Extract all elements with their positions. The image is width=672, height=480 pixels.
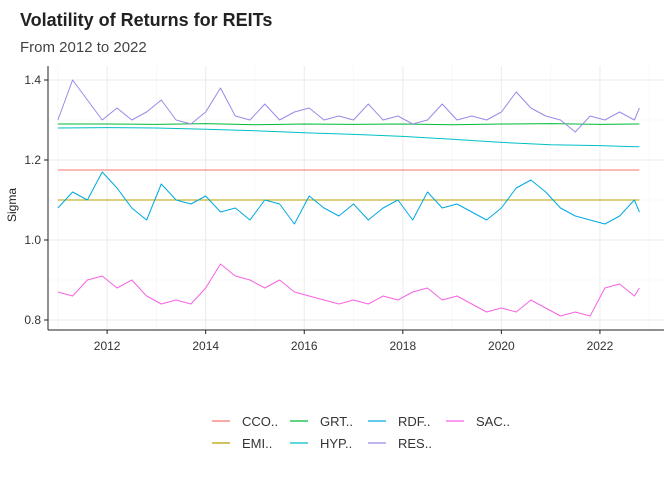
- series-line-res: [57, 79, 640, 133]
- x-tick-label: 2020: [488, 339, 515, 353]
- x-tick-label: 2018: [389, 339, 416, 353]
- legend-item: HYP..: [290, 436, 352, 451]
- x-tick-label: 2016: [291, 339, 318, 353]
- axes: 2012 2014 2016 2018 2020 2022 0.8 1.0 1.2 1.4: [24, 66, 664, 353]
- series-line-grt: [57, 123, 640, 126]
- legend: CCO.. EMI.. GRT.. HYP.. RDF.. RES.. SAC..: [212, 414, 510, 451]
- legend-label: SAC..: [476, 414, 510, 429]
- legend-label: RDF..: [398, 414, 431, 429]
- y-tick-label: 1.4: [24, 73, 41, 87]
- legend-label: EMI..: [242, 436, 272, 451]
- legend-item: RES..: [368, 436, 432, 451]
- y-tick-label: 1.0: [24, 233, 41, 247]
- legend-label: RES..: [398, 436, 432, 451]
- y-tick-label: 1.2: [24, 153, 41, 167]
- legend-item: CCO..: [212, 414, 278, 429]
- chart-subtitle: From 2012 to 2022: [20, 39, 147, 56]
- y-tick-label: 0.8: [24, 313, 41, 327]
- chart-title: Volatility of Returns for REITs: [20, 10, 272, 30]
- legend-item: GRT..: [290, 414, 353, 429]
- legend-item: RDF..: [368, 414, 431, 429]
- grid: [48, 66, 664, 330]
- x-tick-label: 2022: [587, 339, 614, 353]
- y-axis-title: Sigma: [5, 188, 19, 222]
- x-tick-label: 2012: [94, 339, 121, 353]
- legend-label: HYP..: [320, 436, 352, 451]
- series-line-rdf: [57, 171, 640, 225]
- plot-series: [57, 79, 640, 317]
- legend-item: SAC..: [446, 414, 510, 429]
- series-line-sac: [57, 263, 640, 317]
- x-tick-label: 2014: [192, 339, 219, 353]
- legend-label: CCO..: [242, 414, 278, 429]
- legend-label: GRT..: [320, 414, 353, 429]
- series-line-hyp: [57, 127, 640, 148]
- legend-item: EMI..: [212, 436, 272, 451]
